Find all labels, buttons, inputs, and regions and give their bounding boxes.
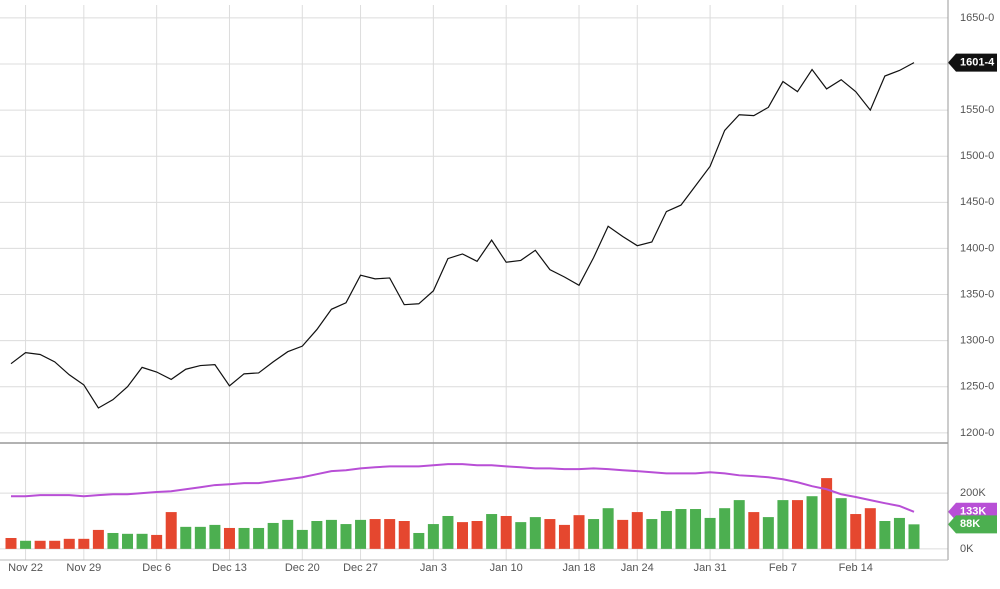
last-price-tag: 1601-4 bbox=[960, 57, 995, 69]
volume-bar bbox=[92, 529, 104, 549]
volume-bar bbox=[457, 522, 468, 549]
volume-bar bbox=[515, 522, 527, 549]
volume-bar bbox=[267, 522, 279, 549]
y-tick-label: 0K bbox=[960, 543, 974, 555]
volume-bar bbox=[733, 500, 745, 549]
y-tick-label: 1550-0 bbox=[960, 104, 994, 116]
volume-bar bbox=[544, 519, 556, 549]
y-tick-label: 200K bbox=[960, 487, 986, 499]
volume-bar bbox=[908, 524, 920, 549]
volume-bar bbox=[588, 519, 600, 549]
volume-bar bbox=[864, 508, 876, 549]
average-tag: 133K bbox=[960, 506, 986, 518]
y-tick-label: 1250-0 bbox=[960, 381, 994, 393]
last-volume-tag: 88K bbox=[960, 518, 980, 530]
volume-bar bbox=[355, 519, 367, 549]
volume-bar bbox=[558, 524, 570, 549]
volume-bar bbox=[325, 519, 337, 549]
volume-bar bbox=[879, 521, 891, 549]
volume-bar bbox=[238, 527, 250, 549]
volume-bar bbox=[223, 527, 235, 549]
volume-bar bbox=[165, 512, 177, 549]
volume-bar bbox=[20, 540, 32, 549]
volume-bar bbox=[471, 521, 483, 549]
volume-bar bbox=[442, 515, 454, 549]
volume-bar bbox=[209, 524, 221, 549]
volume-bar bbox=[893, 517, 905, 549]
volume-bar bbox=[369, 519, 381, 549]
last-volume-tag-bg bbox=[948, 515, 997, 534]
volume-bar bbox=[486, 514, 498, 549]
volume-bar bbox=[136, 533, 148, 549]
volume-bar bbox=[5, 537, 17, 549]
x-tick-label: Nov 29 bbox=[66, 562, 101, 574]
y-tick-label: 1300-0 bbox=[960, 335, 994, 347]
volume-bar bbox=[296, 529, 308, 549]
volume-bar bbox=[413, 532, 425, 549]
volume-bar bbox=[78, 538, 90, 549]
x-tick-label: Dec 27 bbox=[343, 562, 378, 574]
volume-bar bbox=[107, 532, 119, 549]
x-tick-label: Nov 22 bbox=[8, 562, 43, 574]
volume-bar bbox=[602, 508, 614, 549]
volume-bar bbox=[151, 534, 163, 549]
volume-bar bbox=[49, 540, 61, 549]
volume-average-line bbox=[11, 463, 915, 513]
volume-bar bbox=[617, 519, 629, 549]
volume-bar bbox=[384, 519, 396, 549]
x-tick-label: Dec 13 bbox=[212, 562, 247, 574]
volume-bar bbox=[835, 498, 847, 549]
volume-bar bbox=[500, 515, 512, 549]
volume-bar bbox=[748, 512, 760, 549]
y-tick-label: 1350-0 bbox=[960, 288, 994, 300]
y-tick-label: 1450-0 bbox=[960, 196, 994, 208]
volume-bar bbox=[777, 500, 789, 549]
volume-bar bbox=[122, 533, 134, 549]
volume-bar bbox=[573, 515, 585, 549]
volume-bar bbox=[762, 517, 774, 549]
volume-bar bbox=[253, 527, 265, 549]
x-tick-label: Jan 24 bbox=[621, 562, 654, 574]
y-tick-label: 1650-0 bbox=[960, 12, 994, 24]
volume-bar bbox=[340, 524, 352, 549]
y-tick-label: 1500-0 bbox=[960, 150, 994, 162]
price-line bbox=[10, 62, 915, 409]
x-tick-label: Feb 14 bbox=[839, 562, 873, 574]
volume-bar bbox=[704, 517, 716, 549]
volume-bar bbox=[282, 519, 294, 549]
volume-bar bbox=[194, 526, 206, 549]
volume-bar bbox=[850, 514, 862, 549]
volume-bar bbox=[398, 521, 410, 549]
volume-bar bbox=[427, 524, 439, 549]
volume-bar bbox=[311, 521, 323, 549]
y-tick-label: 1400-0 bbox=[960, 242, 994, 254]
x-tick-label: Dec 20 bbox=[285, 562, 320, 574]
last-price-tag-bg bbox=[948, 53, 997, 72]
volume-bar bbox=[529, 517, 541, 549]
volume-bar bbox=[821, 478, 833, 549]
volume-bar bbox=[180, 526, 192, 549]
y-tick-label: 1200-0 bbox=[960, 427, 994, 439]
volume-bar bbox=[646, 519, 658, 549]
x-tick-label: Jan 10 bbox=[490, 562, 523, 574]
x-tick-label: Jan 18 bbox=[563, 562, 596, 574]
volume-bar bbox=[34, 540, 46, 549]
x-tick-label: Dec 6 bbox=[142, 562, 171, 574]
volume-bar bbox=[719, 508, 731, 549]
volume-bar bbox=[690, 509, 702, 549]
volume-bar bbox=[631, 512, 643, 549]
volume-bar bbox=[791, 500, 803, 549]
x-tick-label: Feb 7 bbox=[769, 562, 797, 574]
volume-bar bbox=[660, 510, 672, 549]
x-tick-label: Jan 3 bbox=[420, 562, 447, 574]
volume-bar bbox=[806, 496, 818, 549]
volume-bar bbox=[63, 538, 75, 549]
x-tick-label: Jan 31 bbox=[694, 562, 727, 574]
volume-bar bbox=[675, 509, 687, 549]
